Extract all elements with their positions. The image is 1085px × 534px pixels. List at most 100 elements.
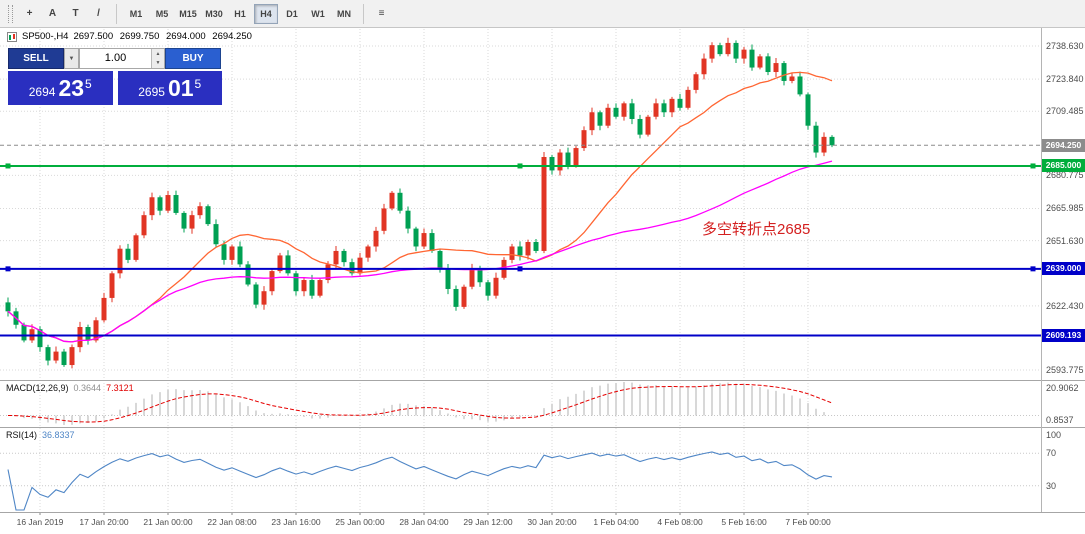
candle-body	[309, 280, 315, 296]
candle-body	[365, 246, 371, 258]
candle-body	[797, 76, 803, 95]
timeframe-d1-button[interactable]: D1	[280, 4, 304, 24]
candlesticks[interactable]	[5, 37, 835, 369]
line-handle[interactable]	[517, 163, 523, 169]
candle-body	[645, 116, 651, 135]
toolbar-separator	[116, 3, 117, 24]
candle-body	[101, 297, 107, 321]
candle-body	[37, 329, 43, 348]
line-handle[interactable]	[1030, 266, 1036, 272]
line-handle[interactable]	[517, 266, 523, 272]
candle-body	[597, 112, 603, 126]
one-click-trading-panel: SELL ▼ 1.00 ▲ ▼ BUY 2694 23 5 2695 01 5	[8, 48, 222, 105]
line-handle[interactable]	[5, 163, 11, 169]
symbol-period-label: SP500-,H4	[22, 31, 69, 42]
timeframe-h4-button[interactable]: H4	[254, 3, 278, 24]
sell-price-display[interactable]: 2694 23 5	[8, 71, 113, 105]
volume-up-icon[interactable]: ▲	[152, 49, 164, 59]
volume-value[interactable]: 1.00	[104, 52, 127, 64]
timeframe-h1-button[interactable]: H1	[228, 4, 252, 24]
buy-button[interactable]: BUY	[165, 48, 221, 69]
macd-label: MACD(12,26,9) 0.3644 7.3121	[6, 383, 139, 393]
toolbar-grip[interactable]	[8, 4, 13, 23]
macd-pane	[0, 382, 1041, 425]
candle-body	[581, 130, 587, 149]
candle-body	[53, 351, 59, 361]
level-lines[interactable]	[0, 144, 1041, 337]
macd-signal-line	[7, 383, 833, 423]
candle-body	[277, 255, 283, 272]
candle-body	[133, 235, 139, 260]
timeframe-m1-button[interactable]: M1	[124, 4, 148, 24]
macd-signal-value: 7.3121	[106, 383, 134, 393]
candle-body	[229, 246, 235, 260]
text-tool-icon[interactable]: T	[65, 4, 86, 24]
candle-body	[317, 280, 323, 296]
indicators-icon[interactable]: ≡	[371, 4, 392, 24]
line-handle[interactable]	[5, 266, 11, 272]
chart-icon	[7, 31, 17, 42]
candle-body	[781, 63, 787, 81]
candle-body	[557, 152, 563, 171]
timeframe-mn-button[interactable]: MN	[332, 4, 356, 24]
text-annotation[interactable]: 多空转折点2685	[702, 221, 811, 238]
ma-fast-line	[7, 71, 833, 343]
volume-down-icon[interactable]: ▼	[152, 58, 164, 68]
candle-body	[205, 206, 211, 225]
candle-body	[741, 49, 747, 59]
candle-body	[421, 233, 427, 247]
candle-body	[485, 282, 491, 296]
ohlc-values: 2697.500 2699.750 2694.000 2694.250	[73, 31, 255, 42]
line-handle[interactable]	[1030, 163, 1036, 169]
candle-body	[197, 206, 203, 216]
candle-body	[765, 56, 771, 73]
candle-body	[565, 152, 571, 166]
candle-body	[693, 74, 699, 90]
candle-body	[221, 244, 227, 260]
candle-body	[773, 63, 779, 73]
volume-field[interactable]: 1.00 ▲ ▼	[79, 48, 165, 69]
candle-body	[181, 212, 187, 229]
trendline-tool-icon[interactable]: /	[88, 4, 109, 24]
timeframe-m15-button[interactable]: M15	[176, 4, 200, 24]
timeframe-m30-button[interactable]: M30	[202, 4, 226, 24]
candle-body	[725, 42, 731, 55]
high-value: 2699.750	[119, 31, 160, 42]
candle-body	[173, 195, 179, 213]
candle-body	[661, 103, 667, 113]
toolbar: + A T / M1 M5 M15 M30 H1 H4 D1 W1 MN ≡	[0, 0, 1085, 28]
candle-body	[517, 246, 523, 256]
candle-body	[349, 262, 355, 274]
candle-body	[405, 210, 411, 229]
timeframe-w1-button[interactable]: W1	[306, 4, 330, 24]
candle-body	[805, 94, 811, 126]
candle-body	[613, 107, 619, 117]
timeframe-m5-button[interactable]: M5	[150, 4, 174, 24]
volume-dropdown-icon[interactable]: ▼	[64, 48, 79, 69]
candle-body	[541, 157, 547, 251]
candle-body	[125, 248, 131, 260]
candle-body	[253, 284, 259, 305]
low-value: 2694.000	[166, 31, 206, 42]
buy-price-display[interactable]: 2695 01 5	[117, 71, 222, 105]
candle-body	[245, 264, 251, 285]
candle-body	[373, 230, 379, 247]
rsi-pane	[0, 451, 1041, 511]
candle-body	[637, 118, 643, 135]
sell-price-figure: 2694	[28, 85, 56, 99]
candle-body	[461, 286, 467, 307]
crosshair-tool-icon[interactable]: +	[19, 4, 40, 24]
candle-body	[157, 197, 163, 211]
sell-button[interactable]: SELL	[8, 48, 64, 69]
candle-body	[525, 242, 531, 256]
rsi-label: RSI(14) 36.8337	[6, 430, 80, 440]
candle-body	[669, 98, 675, 113]
candle-body	[269, 271, 275, 292]
label-tool-icon[interactable]: A	[42, 4, 63, 24]
candle-body	[429, 233, 435, 251]
candle-body	[413, 228, 419, 247]
candle-body	[357, 257, 363, 274]
candle-body	[733, 42, 739, 59]
